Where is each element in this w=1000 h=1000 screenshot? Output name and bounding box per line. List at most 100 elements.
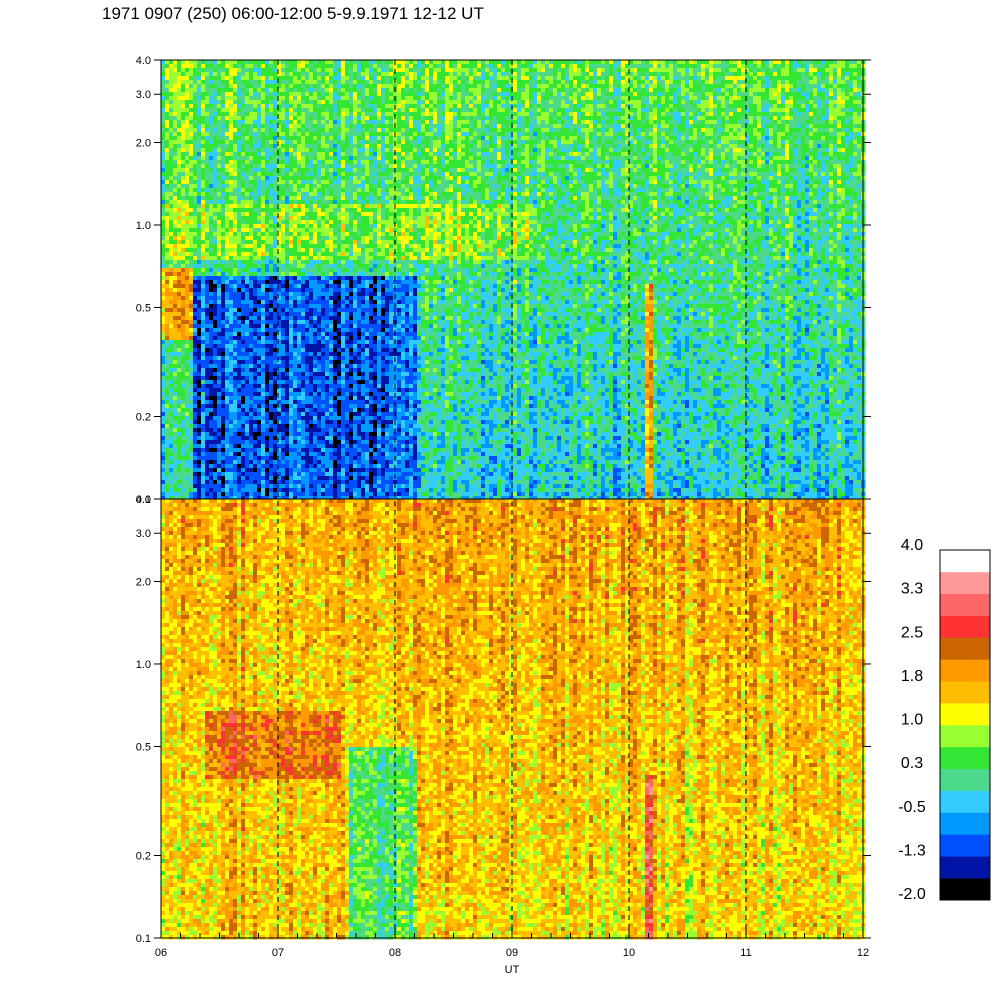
heat-cell (225, 80, 230, 85)
heat-cell (193, 256, 198, 261)
heat-cell (229, 260, 234, 265)
heat-cell (229, 440, 234, 445)
heat-cell (209, 352, 214, 357)
heat-cell (169, 100, 174, 105)
heat-cell (257, 324, 262, 329)
heat-cell (237, 112, 242, 117)
heat-cell (189, 472, 194, 477)
heat-cell (265, 200, 270, 205)
heat-cell (201, 476, 206, 481)
heat-cell (173, 440, 178, 445)
heat-cell (213, 76, 218, 81)
heat-cell (189, 100, 194, 105)
heat-cell (241, 116, 246, 121)
heat-cell (233, 336, 238, 341)
heat-cell (161, 188, 166, 193)
heat-cell (169, 352, 174, 357)
heat-cell (237, 292, 242, 297)
heat-cell (245, 112, 250, 117)
heat-cell (209, 240, 214, 245)
heat-cell (273, 308, 278, 313)
heat-cell (213, 280, 218, 285)
heat-cell (261, 364, 266, 369)
heat-cell (209, 136, 214, 141)
heat-cell (241, 196, 246, 201)
heat-cell (241, 104, 246, 109)
heat-cell (209, 296, 214, 301)
heat-cell (273, 60, 278, 65)
heat-cell (193, 80, 198, 85)
heat-cell (229, 212, 234, 217)
heat-cell (221, 320, 226, 325)
heat-cell (181, 360, 186, 365)
heat-cell (209, 324, 214, 329)
heat-cell (181, 244, 186, 249)
heat-cell (213, 348, 218, 353)
heat-cell (173, 280, 178, 285)
heat-cell (257, 192, 262, 197)
heat-cell (217, 312, 222, 317)
heat-cell (193, 384, 198, 389)
heat-cell (169, 264, 174, 269)
heat-cell (205, 64, 210, 69)
heat-cell (189, 224, 194, 229)
heat-cell (181, 144, 186, 149)
heat-cell (229, 384, 234, 389)
heat-cell (221, 204, 226, 209)
heat-cell (245, 284, 250, 289)
heat-cell (209, 480, 214, 485)
heat-cell (201, 180, 206, 185)
heat-cell (217, 480, 222, 485)
heat-cell (173, 260, 178, 265)
heat-cell (209, 116, 214, 121)
heat-cell (225, 340, 230, 345)
heat-cell (253, 164, 258, 169)
heat-cell (217, 224, 222, 229)
heat-cell (177, 272, 182, 277)
heat-cell (197, 468, 202, 473)
heat-cell (225, 264, 230, 269)
heat-cell (273, 256, 278, 261)
heat-cell (189, 384, 194, 389)
heat-cell (261, 484, 266, 489)
heat-cell (205, 340, 210, 345)
heat-cell (213, 412, 218, 417)
heat-cell (261, 164, 266, 169)
heat-cell (205, 416, 210, 421)
heat-cell (245, 84, 250, 89)
heat-cell (245, 476, 250, 481)
heat-cell (173, 196, 178, 201)
heat-cell (173, 200, 178, 205)
heat-cell (205, 120, 210, 125)
heat-cell (241, 424, 246, 429)
heat-cell (269, 440, 274, 445)
heat-cell (269, 72, 274, 77)
heat-cell (201, 464, 206, 469)
heat-cell (181, 224, 186, 229)
heat-cell (185, 328, 190, 333)
heat-cell (173, 76, 178, 81)
heat-cell (165, 296, 170, 301)
heat-cell (221, 260, 226, 265)
heat-cell (229, 60, 234, 65)
heat-cell (205, 320, 210, 325)
heat-cell (241, 268, 246, 273)
heat-cell (169, 448, 174, 453)
heat-cell (169, 300, 174, 305)
heat-cell (197, 392, 202, 397)
heat-cell (169, 308, 174, 313)
heat-cell (193, 368, 198, 373)
heat-cell (189, 232, 194, 237)
heat-cell (197, 224, 202, 229)
heat-cell (261, 160, 266, 165)
heat-cell (245, 172, 250, 177)
heat-cell (261, 72, 266, 77)
heat-cell (169, 400, 174, 405)
heat-cell (265, 320, 270, 325)
heat-cell (217, 216, 222, 221)
heat-cell (201, 380, 206, 385)
heat-cell (185, 428, 190, 433)
heat-cell (189, 328, 194, 333)
heat-cell (217, 220, 222, 225)
heat-cell (245, 360, 250, 365)
